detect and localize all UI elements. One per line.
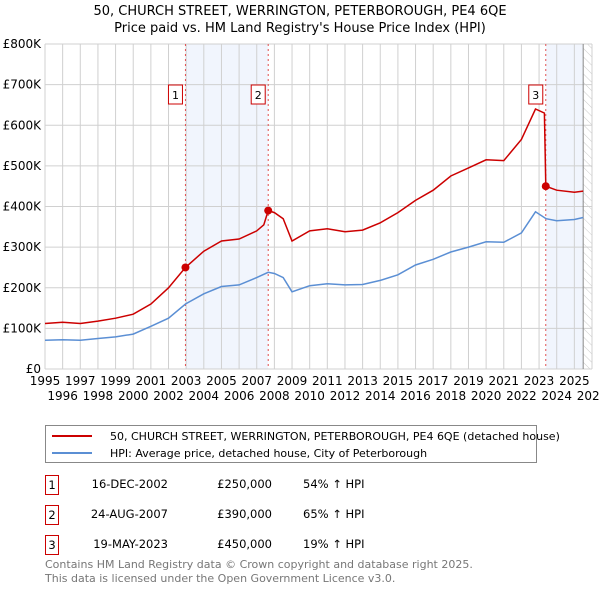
sale-marker-box — [167, 84, 183, 105]
footer-licence: This data is licensed under the Open Gov… — [45, 572, 396, 585]
x-tick-label: 1999 — [100, 374, 131, 388]
property-price-line — [44, 108, 584, 325]
table-row: 2 24-AUG-2007 £390,000 65% ↑ HPI — [45, 505, 565, 525]
x-tick-label: 2010 — [294, 389, 325, 403]
sale-point — [264, 206, 273, 215]
x-tick-label: 2026 — [577, 389, 600, 403]
price-chart: 1995199619971998199920002001200220032004… — [3, 37, 600, 403]
x-tick-label: 2007 — [241, 374, 272, 388]
x-tick-label: 2023 — [524, 374, 555, 388]
hpi-diff: 54% ↑ HPI — [303, 477, 365, 491]
marker-badge: 2 — [45, 505, 59, 525]
x-tick-label: 2021 — [489, 374, 520, 388]
x-tick-label: 2004 — [189, 389, 220, 403]
x-tick-label: 2008 — [259, 389, 290, 403]
y-tick-label: £600K — [3, 118, 43, 132]
x-tick-label: 2002 — [153, 389, 184, 403]
sale-marker-number: 3 — [532, 89, 539, 102]
legend-label: 50, CHURCH STREET, WERRINGTON, PETERBORO… — [110, 429, 560, 443]
x-tick-label: 1997 — [65, 374, 96, 388]
sale-date: 16-DEC-2002 — [91, 477, 168, 491]
x-tick-label: 2020 — [471, 389, 502, 403]
sale-marker-box — [528, 84, 544, 105]
x-tick-label: 2001 — [136, 374, 167, 388]
footer-copyright: Contains HM Land Registry data © Crown c… — [45, 558, 473, 571]
hpi-diff: 65% ↑ HPI — [303, 507, 365, 521]
sale-price: £390,000 — [217, 507, 272, 521]
x-tick-label: 1995 — [30, 374, 61, 388]
sale-date: 19-MAY-2023 — [93, 537, 168, 551]
sale-marker-number: 2 — [255, 89, 262, 102]
y-tick-label: £400K — [3, 200, 43, 214]
sale-point — [541, 182, 550, 191]
y-tick-label: £700K — [3, 78, 43, 92]
y-tick-label: £500K — [3, 159, 43, 173]
x-tick-label: 2017 — [418, 374, 449, 388]
x-tick-label: 2006 — [224, 389, 255, 403]
x-tick-label: 2019 — [453, 374, 484, 388]
x-tick-label: 2022 — [506, 389, 537, 403]
x-tick-label: 2000 — [118, 389, 149, 403]
hpi-line — [44, 210, 584, 341]
sale-marker-box — [250, 84, 266, 105]
marker-badge: 1 — [45, 475, 59, 495]
sale-price: £450,000 — [217, 537, 272, 551]
table-row: 3 19-MAY-2023 £450,000 19% ↑ HPI — [45, 535, 565, 555]
hpi-diff: 19% ↑ HPI — [303, 537, 365, 551]
y-tick-label: £800K — [3, 37, 43, 51]
x-tick-label: 2013 — [347, 374, 378, 388]
y-tick-label: £0 — [26, 362, 41, 376]
y-tick-label: £300K — [3, 240, 43, 254]
y-tick-label: £200K — [3, 281, 43, 295]
sale-date: 24-AUG-2007 — [90, 507, 168, 521]
x-tick-label: 2014 — [365, 389, 396, 403]
x-tick-label: 2024 — [541, 389, 572, 403]
sale-price: £250,000 — [217, 477, 272, 491]
x-tick-label: 1998 — [83, 389, 114, 403]
legend-item-property: 50, CHURCH STREET, WERRINGTON, PETERBORO… — [46, 428, 560, 444]
x-tick-label: 2018 — [436, 389, 467, 403]
x-tick-label: 2009 — [277, 374, 308, 388]
x-tick-label: 2005 — [206, 374, 237, 388]
legend-swatch-blue — [52, 452, 92, 454]
sale-point — [181, 263, 190, 272]
table-row: 1 16-DEC-2002 £250,000 54% ↑ HPI — [45, 475, 565, 495]
marker-badge: 3 — [45, 535, 59, 555]
x-tick-label: 2012 — [330, 389, 361, 403]
sale-marker-number: 1 — [172, 89, 179, 102]
x-tick-label: 1996 — [47, 389, 78, 403]
y-tick-label: £100K — [3, 321, 43, 335]
chart-title: 50, CHURCH STREET, WERRINGTON, PETERBORO… — [93, 4, 507, 19]
legend-swatch-red — [52, 435, 92, 437]
x-tick-label: 2015 — [383, 374, 414, 388]
x-tick-label: 2025 — [559, 374, 590, 388]
x-tick-label: 2003 — [171, 374, 202, 388]
legend-label: HPI: Average price, detached house, City… — [110, 446, 428, 460]
x-tick-label: 2016 — [400, 389, 431, 403]
legend-item-hpi: HPI: Average price, detached house, City… — [46, 445, 427, 461]
chart-subtitle: Price paid vs. HM Land Registry's House … — [114, 21, 486, 36]
x-tick-label: 2011 — [312, 374, 343, 388]
legend: 50, CHURCH STREET, WERRINGTON, PETERBORO… — [45, 425, 560, 463]
